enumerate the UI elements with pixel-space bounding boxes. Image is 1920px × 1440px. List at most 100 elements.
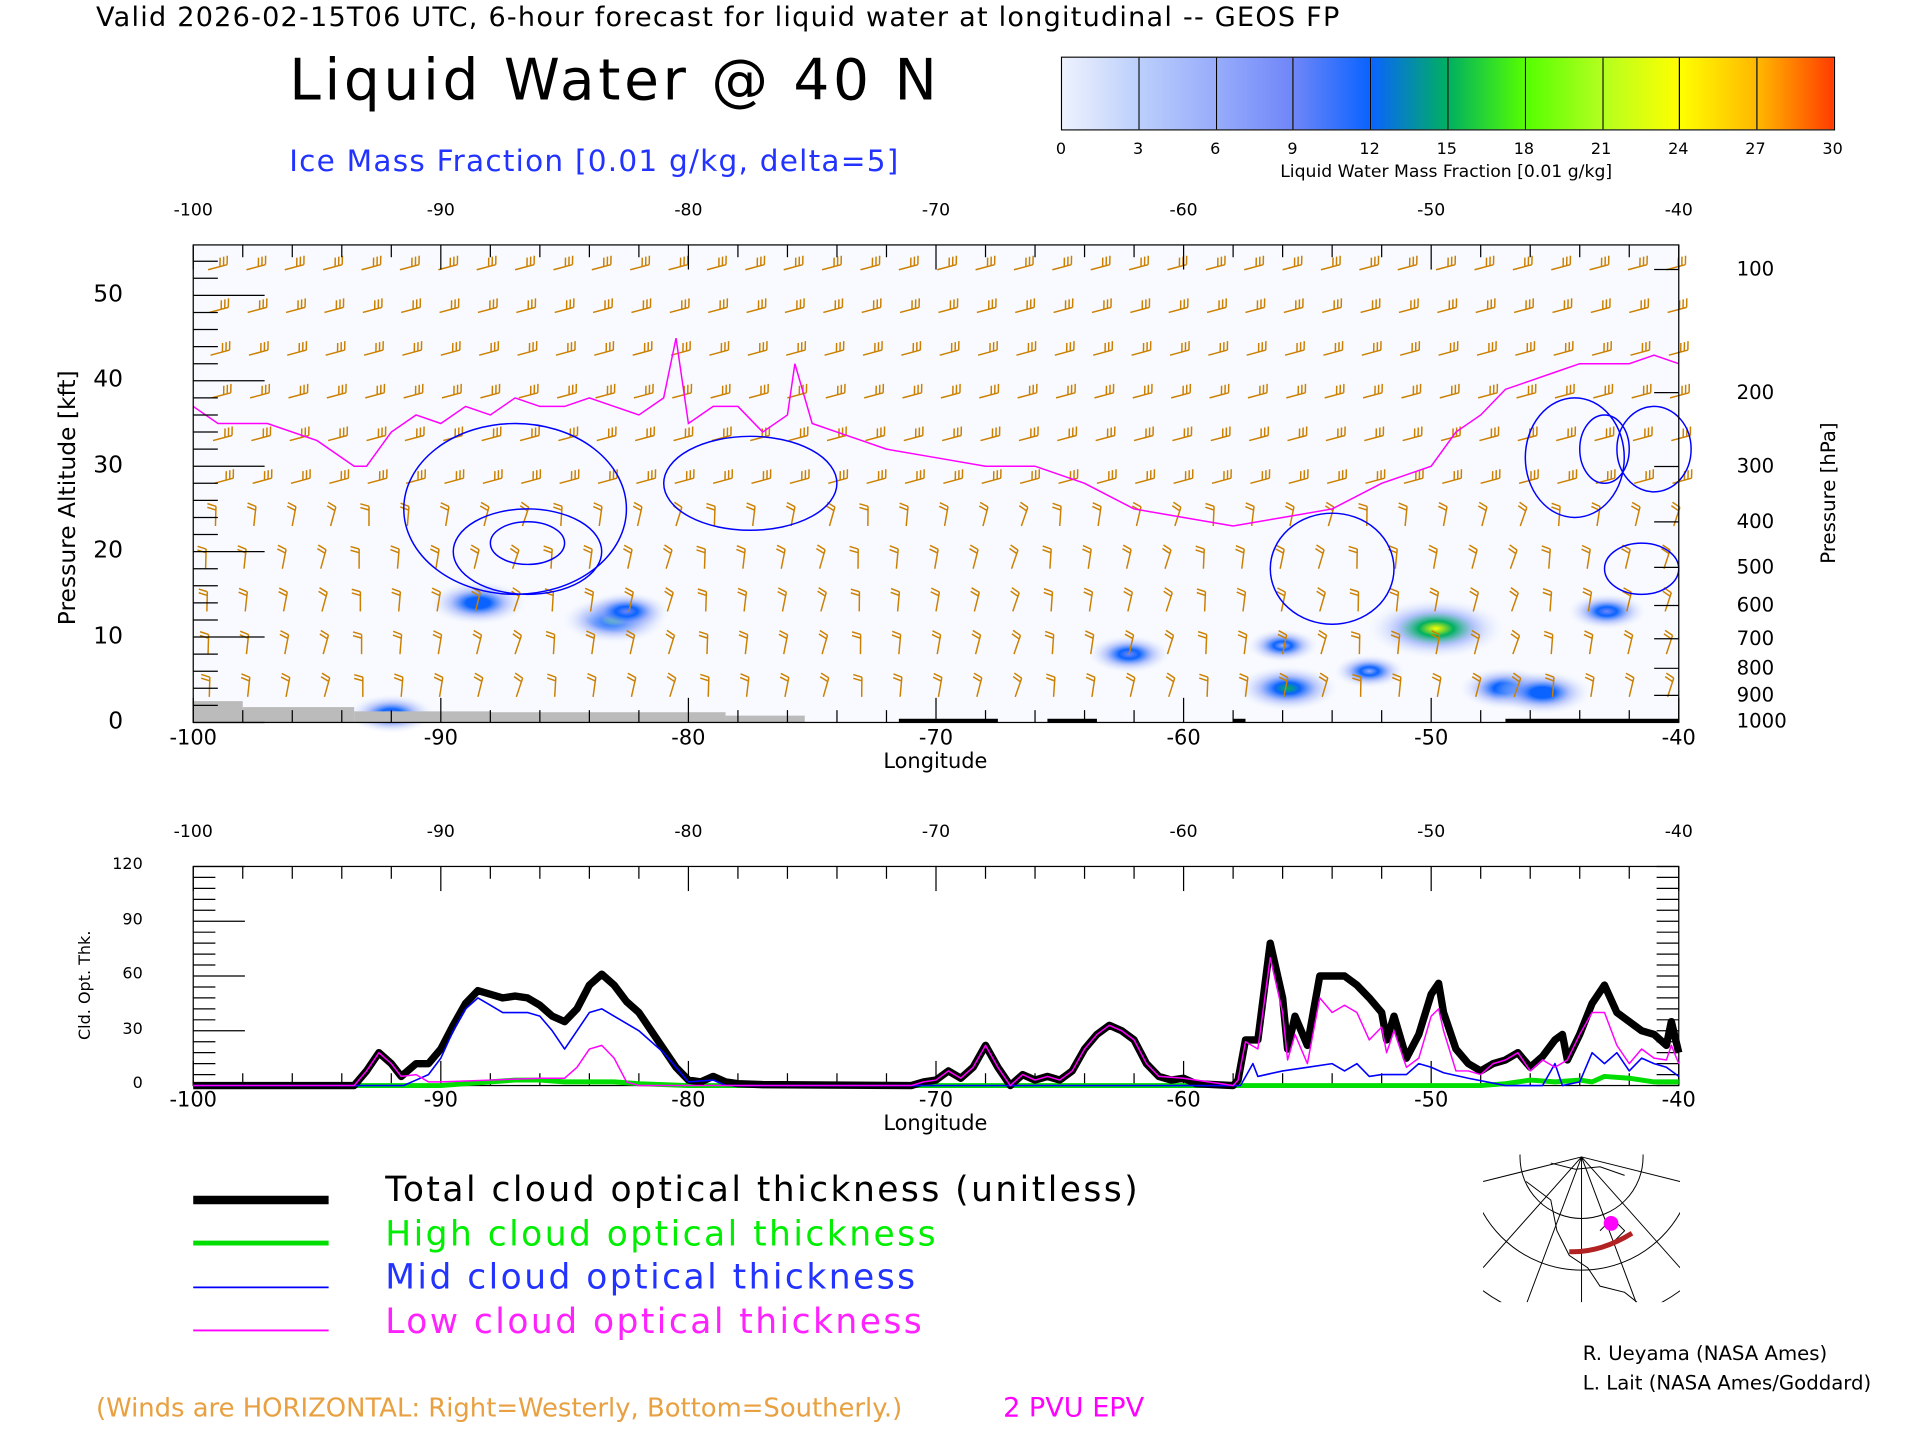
barb-feather [513,629,522,637]
barb-feather [390,548,400,554]
wind-barb [785,501,796,527]
barb-feather [878,255,881,265]
pressure-tick-label: 700 [1736,626,1775,650]
barb-feather [1261,471,1264,481]
barb-feather [1171,505,1181,512]
barb-feather [1236,587,1246,593]
barb-feather [995,427,997,437]
barb-feather [1469,590,1478,597]
barb-feather [1237,634,1247,639]
barb-feather [1610,341,1612,351]
ice-contour [452,508,603,596]
barb-feather [269,426,272,436]
barb-feather [207,502,217,508]
barb-feather [501,469,503,479]
barb-feather [379,384,382,394]
bottom-x-tick-label: -40 [1661,1088,1696,1113]
wind-barb [1090,255,1111,271]
colorbar-segment [1525,57,1604,130]
barb-feather [201,673,211,678]
wind-barb [559,469,580,485]
barb-feather [1183,299,1186,309]
barb-feather [763,255,766,265]
barb-feather [499,426,502,436]
barb-feather [538,426,540,436]
wind-barb [669,298,690,314]
barb-feather [280,676,290,682]
barb-feather [761,428,764,438]
barb-feather [1489,385,1491,395]
ice-contour [489,520,566,566]
barb-feather [343,341,346,351]
barb-feather [1011,633,1020,640]
barb-feather [1338,471,1340,481]
barb-feather [1485,257,1488,267]
wind-barb [318,587,328,612]
barb-feather [1611,383,1614,393]
barb-feather [227,427,230,437]
wind-barb [1093,341,1114,356]
wind-barb [860,255,881,271]
barb-feather [378,342,381,352]
barb-feather [1349,588,1359,593]
wind-barb [1362,383,1383,399]
barb-feather [939,502,949,508]
barb-feather [1076,469,1079,479]
wind-barb [849,545,859,569]
barb-feather [1690,469,1693,479]
barb-feather [1018,505,1028,512]
barb-feather [874,343,876,353]
barb-feather [376,256,378,266]
wind-barb [737,587,748,612]
wind-barb [365,383,386,399]
barb-feather [739,630,748,636]
wind-barb [1398,502,1408,527]
barb-feather [642,300,645,310]
barb-feather [1456,470,1459,480]
barb-feather [471,590,480,597]
barb-feather [1152,426,1154,436]
barb-feather [698,634,708,639]
barb-feather [261,385,263,395]
barb-feather [1191,469,1194,479]
barb-feather [648,384,651,394]
barb-feather [1124,633,1134,640]
barb-feather [1307,469,1309,479]
wind-barb [207,255,228,271]
barb-feather [737,591,747,597]
barb-feather [1429,591,1439,597]
wind-barb [596,426,617,442]
wind-barb [399,255,420,271]
barb-feather [433,630,442,636]
barb-feather [825,505,835,512]
barb-feather [391,591,401,597]
barb-feather [1374,256,1376,266]
barb-feather [738,634,748,639]
barb-feather [1412,256,1415,266]
barb-feather [1509,544,1518,551]
barb-feather [996,470,999,480]
barb-feather [305,470,308,480]
barb-feather [955,255,958,265]
wind-barb [393,673,404,697]
barb-feather [1605,428,1608,438]
wind-barb [1287,426,1308,442]
wind-barb [626,672,637,697]
wind-barb [476,255,497,271]
wind-barb [1517,501,1528,527]
barb-feather [382,470,385,480]
wind-barb [1052,255,1073,271]
barb-feather [1497,426,1500,436]
barb-feather [1585,672,1595,679]
barb-feather [808,469,810,479]
bottom-x-tick-label: -60 [1166,1088,1201,1113]
barb-feather [876,299,879,309]
barb-feather [1526,343,1529,353]
barb-feather [803,298,805,308]
barb-feather [950,343,953,353]
barb-feather [720,343,723,353]
wind-barb [1541,545,1551,569]
barb-feather [1374,385,1376,395]
barb-feather [1416,384,1418,394]
wind-barb [209,298,230,314]
